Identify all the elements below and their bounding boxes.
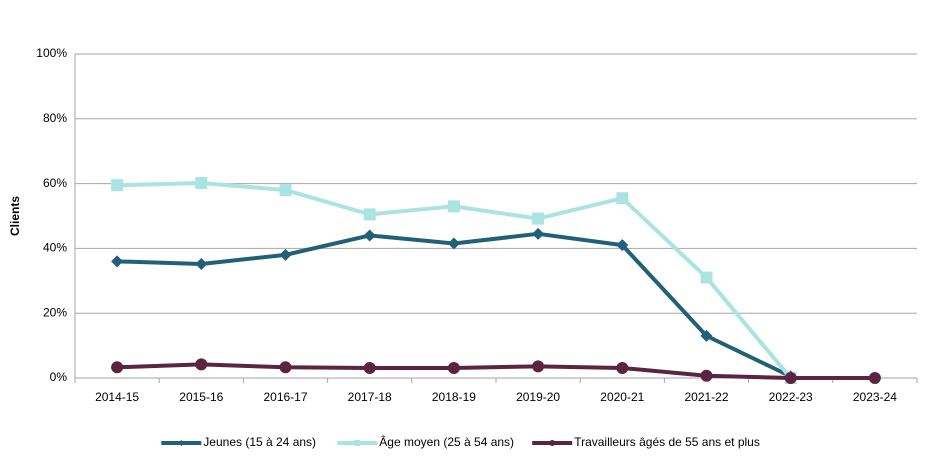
y-tick-label: 100% [36, 46, 67, 60]
marker [111, 179, 124, 192]
x-tick-label: 2020-21 [600, 390, 644, 404]
legend-item: Jeunes (15 à 24 ans) [161, 435, 316, 449]
marker [195, 257, 208, 270]
marker [616, 361, 629, 374]
x-tick-label: 2022-23 [769, 390, 813, 404]
marker [447, 200, 460, 213]
marker [784, 372, 797, 384]
marker [700, 271, 713, 284]
legend-label: Âge moyen (25 à 54 ans) [379, 434, 514, 449]
y-tick-label: 40% [43, 241, 67, 255]
marker [616, 239, 629, 252]
legend-label: Travailleurs âgés de 55 ans et plus [574, 435, 760, 449]
x-tick-label: 2017-18 [348, 390, 392, 404]
marker [532, 227, 545, 240]
legend-item: Travailleurs âgés de 55 ans et plus [532, 435, 760, 449]
x-tick-label: 2023-24 [853, 390, 897, 404]
y-tick-label: 60% [43, 176, 67, 190]
y-tick-label: 20% [43, 305, 67, 319]
marker [447, 237, 460, 250]
marker [279, 361, 292, 374]
x-tick-label: 2018-19 [432, 390, 476, 404]
legend-label: Jeunes (15 à 24 ans) [203, 435, 316, 449]
x-tick-label: 2015-16 [179, 390, 223, 404]
y-tick-label: 0% [50, 370, 68, 384]
series-line [117, 231, 792, 379]
marker [111, 361, 124, 374]
marker [279, 248, 292, 261]
marker [616, 192, 629, 205]
x-tick-label: 2019-20 [516, 390, 560, 404]
series-line [117, 362, 875, 380]
marker [549, 440, 556, 446]
marker [532, 212, 545, 225]
x-tick-label: 2021-22 [684, 390, 728, 404]
x-tick-label: 2016-17 [263, 390, 307, 404]
marker [532, 360, 545, 373]
x-tick-label: 2014-15 [95, 390, 139, 404]
marker [279, 184, 292, 197]
legend-item: Âge moyen (25 à 54 ans) [337, 434, 514, 449]
marker [868, 372, 881, 384]
marker [700, 369, 713, 382]
marker [447, 361, 460, 374]
marker [363, 208, 376, 221]
marker [354, 440, 361, 446]
marker [363, 229, 376, 242]
marker [195, 176, 208, 189]
y-tick-label: 80% [43, 111, 67, 125]
marker [195, 358, 208, 371]
y-axis-title: Clients [8, 196, 22, 236]
marker [111, 255, 124, 268]
marker [178, 440, 185, 446]
marker [363, 361, 376, 374]
marker [700, 329, 713, 342]
